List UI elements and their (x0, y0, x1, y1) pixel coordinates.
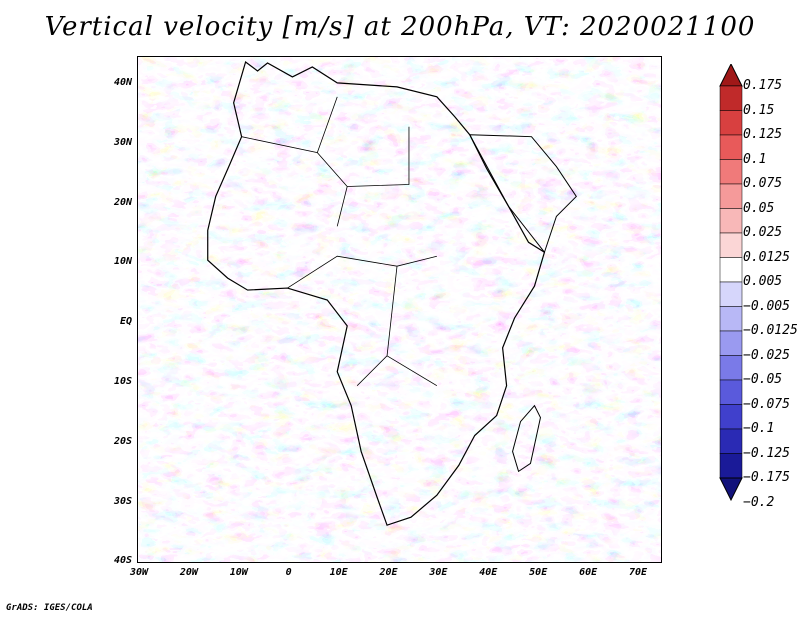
lat-tick-label: 20S (113, 435, 132, 447)
colorbar-segment (719, 232, 743, 258)
lat-tick-label: 30N (113, 136, 132, 148)
lon-tick-label: 60E (579, 567, 598, 578)
colorbar-segment (719, 281, 743, 307)
colorbar-segment (719, 453, 743, 479)
colorbar-level-label: 0.05 (743, 200, 775, 216)
colorbar-level-label: −0.1 (743, 421, 775, 436)
lon-tick-label: 20W (179, 567, 198, 578)
credit-text: GrADS: IGES/COLA (6, 603, 93, 613)
africa-coastline-icon (207, 60, 546, 526)
velocity-field (138, 57, 661, 562)
colorbar-segment (719, 404, 743, 430)
lon-tick-label: 20E (379, 567, 398, 578)
colorbar-segment (719, 159, 743, 185)
colorbar-level-label: 0.1 (743, 151, 767, 167)
colorbar-level-label: −0.075 (743, 396, 790, 412)
colorbar-level-label: 0.075 (743, 176, 783, 191)
colorbar-level-label: −0.2 (743, 494, 775, 510)
colorbar-level-label: −0.175 (743, 470, 790, 485)
colorbar-level-label: −0.125 (743, 445, 790, 461)
colorbar-segment (719, 428, 743, 454)
colorbar-level-label: 0.005 (743, 274, 783, 289)
lon-tick-label: 10W (229, 567, 248, 578)
colorbar-level-label: 0.025 (743, 225, 783, 240)
lat-tick-label: 20N (113, 196, 132, 208)
lat-tick-label: 10S (113, 376, 132, 387)
lat-tick-label: 40N (113, 77, 132, 88)
lon-tick-label: 10E (329, 567, 348, 578)
colorbar-level-label: −0.005 (743, 298, 790, 314)
lon-tick-label: 50E (529, 567, 548, 578)
colorbar-level-label: −0.05 (743, 372, 783, 387)
colorbar-segment (719, 183, 743, 209)
lon-tick-label: 30W (129, 567, 149, 578)
map-panel (137, 56, 662, 563)
lat-tick-label: EQ (119, 316, 132, 328)
colorbar-segment (719, 379, 743, 405)
colorbar-segment (719, 134, 743, 160)
colorbar-level-label: 0.0125 (743, 249, 790, 265)
lat-tick-label: 30S (113, 495, 132, 507)
colorbar-level-label: −0.025 (743, 347, 790, 363)
chart-title: Vertical velocity [m/s] at 200hPa, VT: 2… (44, 12, 756, 42)
colorbar-segment (719, 330, 743, 356)
colorbar-level-label: 0.125 (743, 127, 783, 142)
colorbar-bottom-arrow (719, 477, 743, 502)
colorbar-segment (719, 306, 743, 332)
lon-tick-label: 40E (479, 567, 498, 578)
colorbar-level-label: −0.0125 (743, 323, 798, 338)
colorbar-level-label: 0.175 (743, 78, 783, 93)
colorbar-top-arrow (719, 64, 743, 87)
colorbar (719, 64, 743, 502)
colorbar-segment (719, 85, 743, 111)
lon-tick-label: 70E (628, 567, 648, 578)
lon-tick-label: 0 (285, 567, 292, 578)
colorbar-segment (719, 355, 743, 381)
colorbar-level-label: 0.15 (743, 102, 775, 118)
lon-tick-label: 30E (429, 567, 448, 578)
lat-tick-label: 10N (113, 256, 132, 268)
colorbar-segment (719, 257, 743, 283)
lat-tick-label: 40S (113, 555, 132, 567)
colorbar-segment (719, 110, 743, 136)
colorbar-segment (719, 208, 743, 234)
